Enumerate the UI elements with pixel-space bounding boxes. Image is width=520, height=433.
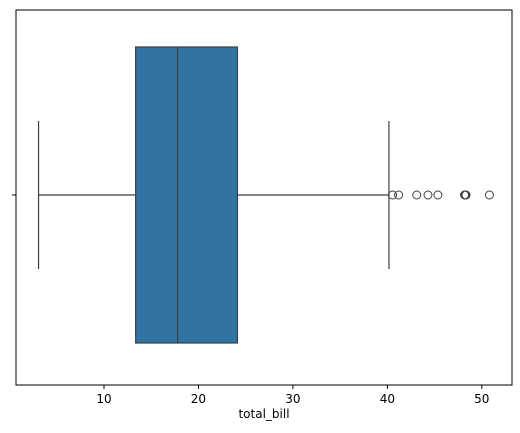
outlier xyxy=(412,190,422,200)
outlier xyxy=(484,190,494,200)
outlier xyxy=(388,190,398,200)
x-tick-label: 20 xyxy=(191,392,206,406)
box xyxy=(135,46,239,344)
outlier xyxy=(423,190,433,200)
outlier xyxy=(433,190,443,200)
outlier xyxy=(394,190,404,200)
x-axis-label: total_bill xyxy=(238,407,289,421)
outlier xyxy=(461,190,471,200)
x-tick-label: 30 xyxy=(285,392,300,406)
x-tick-label: 50 xyxy=(474,392,489,406)
x-tick-label: 40 xyxy=(380,392,395,406)
x-tick-label: 10 xyxy=(96,392,111,406)
plot-frame xyxy=(15,9,513,386)
